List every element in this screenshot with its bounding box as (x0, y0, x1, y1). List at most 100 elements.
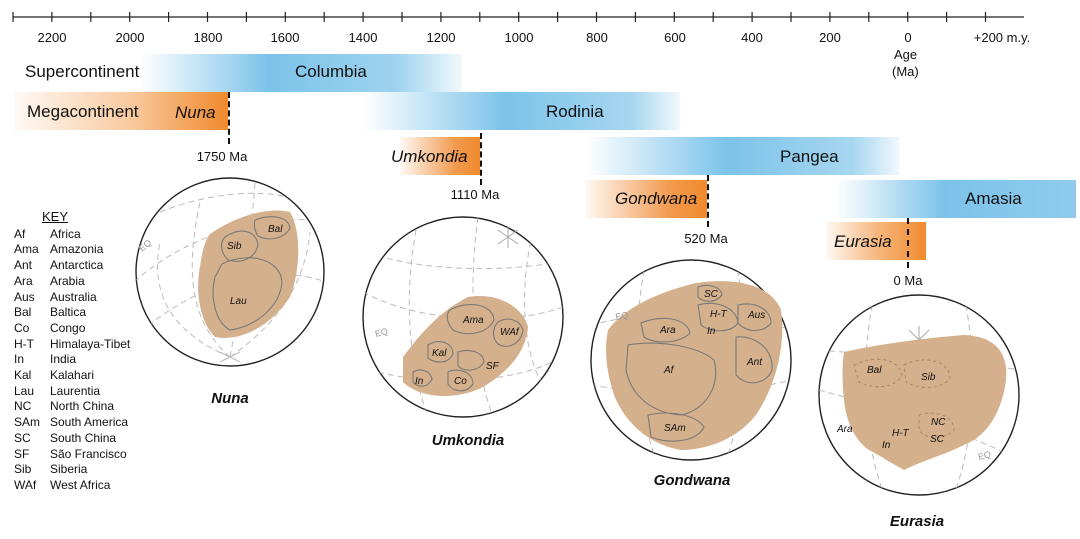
age-label: 1750 Ma (196, 149, 248, 164)
key-name: São Francisco (50, 446, 127, 461)
svg-text:EQ: EQ (977, 449, 992, 462)
key-abbr: Kal (14, 368, 32, 383)
block-label: Kal (432, 348, 447, 359)
time-axis (12, 12, 1024, 22)
key-name: Africa (50, 226, 81, 241)
block-label: SC (930, 434, 945, 445)
key-name: Siberia (50, 462, 88, 477)
key-legend: KEY Af Africa Ama Amazonia Ant Antarctica Ara A… (14, 209, 130, 494)
key-item: NC North China (14, 399, 130, 415)
tick-label: 2000 (115, 30, 145, 45)
key-name: South China (50, 430, 117, 445)
key-item: Bal Baltica (14, 305, 130, 321)
tick-label: 400 (741, 30, 763, 45)
key-item: SF São Francisco (14, 447, 130, 463)
supercontinent-bar-columbia (140, 54, 462, 92)
key-name: North China (50, 399, 115, 414)
key-abbr: Ant (14, 258, 33, 273)
key-abbr: WAf (14, 477, 37, 492)
key-name: Amazonia (50, 242, 104, 257)
key-item: Sib Siberia (14, 462, 130, 478)
key-abbr: SAm (14, 415, 41, 430)
key-abbr: Ara (14, 273, 33, 288)
megacontinent-label: Eurasia (834, 232, 892, 251)
block-label: Lau (230, 296, 247, 307)
megacontinent-label: Umkondia (391, 147, 468, 166)
tick-label: 1600 (270, 30, 300, 45)
key-item: Af Africa (14, 227, 130, 243)
key-abbr: NC (14, 399, 32, 414)
key-item: SC South China (14, 431, 130, 447)
megacontinent-label: Nuna (175, 103, 216, 122)
tick-label: 0 (904, 30, 912, 45)
key-abbr: Lau (14, 383, 35, 398)
key-item: Ama Amazonia (14, 242, 130, 258)
svg-text:EQ: EQ (374, 326, 389, 339)
age-label: 1110 Ma (450, 187, 500, 202)
globe-eurasia: EQ Bal Sib NC Ara H-T In SC (818, 294, 1020, 496)
tick-label: +200 m.y. (973, 30, 1031, 45)
key-item: Ant Antarctica (14, 258, 130, 274)
key-title: KEY (42, 209, 69, 224)
key-name: Baltica (50, 305, 87, 320)
megacontinent-bar-nuna (14, 92, 228, 130)
key-item: Kal Kalahari (14, 368, 130, 384)
age-marker (228, 92, 230, 144)
key-abbr: H-T (14, 336, 34, 351)
block-label: Co (454, 376, 467, 387)
block-label: SC (704, 289, 719, 300)
globe-nuna: EQ Sib Bal Lau (135, 177, 325, 367)
age-label: 0 Ma (893, 273, 923, 288)
block-label: Ama (462, 315, 484, 326)
megacontinent-label: Gondwana (615, 189, 698, 208)
age-label: 520 Ma (684, 231, 728, 246)
block-label: Aus (747, 310, 765, 321)
key-item: In India (14, 352, 130, 368)
block-label: Ara (659, 325, 676, 336)
key-name: West Africa (50, 477, 111, 492)
key-name: India (50, 352, 77, 367)
globe-gondwana: EQ SC H-T Aus Ara In Ant Af SAm (590, 259, 792, 461)
tick-label: 1400 (348, 30, 378, 45)
row-label-megacontinent: Megacontinent (27, 102, 139, 121)
supercontinent-label: Rodinia (546, 102, 604, 121)
tick-label: 1200 (426, 30, 456, 45)
key-abbr: Af (14, 226, 26, 241)
globe-title: Eurasia (889, 513, 945, 530)
supercontinent-label: Pangea (780, 147, 839, 166)
key-abbr: Aus (14, 289, 35, 304)
key-name: Arabia (50, 273, 85, 288)
globe-title: Umkondia (431, 432, 505, 449)
tick-label: 600 (664, 30, 686, 45)
age-marker (707, 175, 709, 227)
block-label: Sib (921, 372, 936, 383)
age-marker (907, 218, 909, 268)
key-abbr: SC (14, 430, 31, 445)
key-item: Aus Australia (14, 290, 130, 306)
key-item: WAf West Africa (14, 478, 130, 494)
block-label: H-T (710, 309, 728, 320)
age-marker (480, 133, 482, 185)
globe-title: Gondwana (653, 472, 731, 489)
block-label: Sib (227, 241, 242, 252)
block-label: SAm (664, 423, 686, 434)
tick-label: 1000 (504, 30, 534, 45)
supercontinent-bar-amasia (836, 180, 1076, 218)
key-item: Ara Arabia (14, 274, 130, 290)
key-name: South America (50, 415, 129, 430)
tick-label: 1800 (193, 30, 223, 45)
globe-title: Nuna (211, 390, 249, 407)
key-abbr: In (14, 352, 25, 367)
block-label: In (882, 440, 891, 451)
key-abbr: Bal (14, 305, 32, 320)
megacontinent-bar-eurasia (826, 222, 926, 260)
supercontinent-label: Columbia (295, 62, 367, 81)
key-name: Laurentia (50, 383, 101, 398)
block-label: NC (931, 417, 946, 428)
tick-label: 800 (586, 30, 608, 45)
row-label-supercontinent: Supercontinent (25, 62, 140, 81)
megacontinent-bar-gondwana (585, 180, 707, 218)
block-label: H-T (892, 428, 910, 439)
block-label: SF (486, 361, 500, 372)
